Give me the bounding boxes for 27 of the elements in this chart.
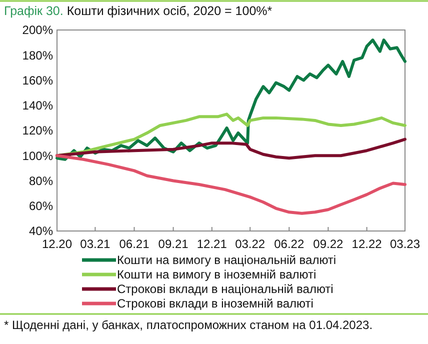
y-tick-label: 120% <box>22 124 54 138</box>
x-tick-label: 03.22 <box>235 237 266 251</box>
y-tick-label: 40% <box>28 224 54 238</box>
x-tick-label: 09.21 <box>158 237 189 251</box>
x-tick-label: 06.21 <box>119 237 150 251</box>
y-tick-label: 80% <box>28 174 54 188</box>
x-tick-label: 06.22 <box>274 237 304 251</box>
y-tick-label: 140% <box>22 98 54 113</box>
x-tick-label: 03.21 <box>80 237 111 251</box>
x-tick-label: 09.22 <box>313 237 344 251</box>
line-series <box>56 138 406 160</box>
legend-label: Строкові вклади в іноземній валюті <box>117 296 314 311</box>
y-tick-label: 60% <box>28 199 54 214</box>
y-tick-label: 200% <box>22 23 54 38</box>
legend-label: Кошти на вимогу в національній валюті <box>117 253 336 268</box>
x-tick-label: 12.20 <box>42 237 72 251</box>
y-tick-label: 180% <box>22 48 54 62</box>
chart-title: Графік 30. Кошти фізичних осіб, 2020 = 100%* <box>4 4 272 18</box>
y-tick-label: 100% <box>22 148 54 163</box>
text: * Щоденні дані, у банках, платоспроможних станом на 01.04.2023. <box>4 318 373 332</box>
x-tick-label: 03.23 <box>390 237 420 251</box>
legend-label: Кошти на вимогу в іноземній валюті <box>117 268 316 282</box>
x-tick-label: 12.22 <box>352 237 382 251</box>
x-tick-label: 12.21 <box>196 237 228 251</box>
legend-label: Строкові вклади в національній валюті <box>117 282 334 296</box>
y-tick-label: 160% <box>22 73 54 88</box>
line-series <box>56 154 406 215</box>
